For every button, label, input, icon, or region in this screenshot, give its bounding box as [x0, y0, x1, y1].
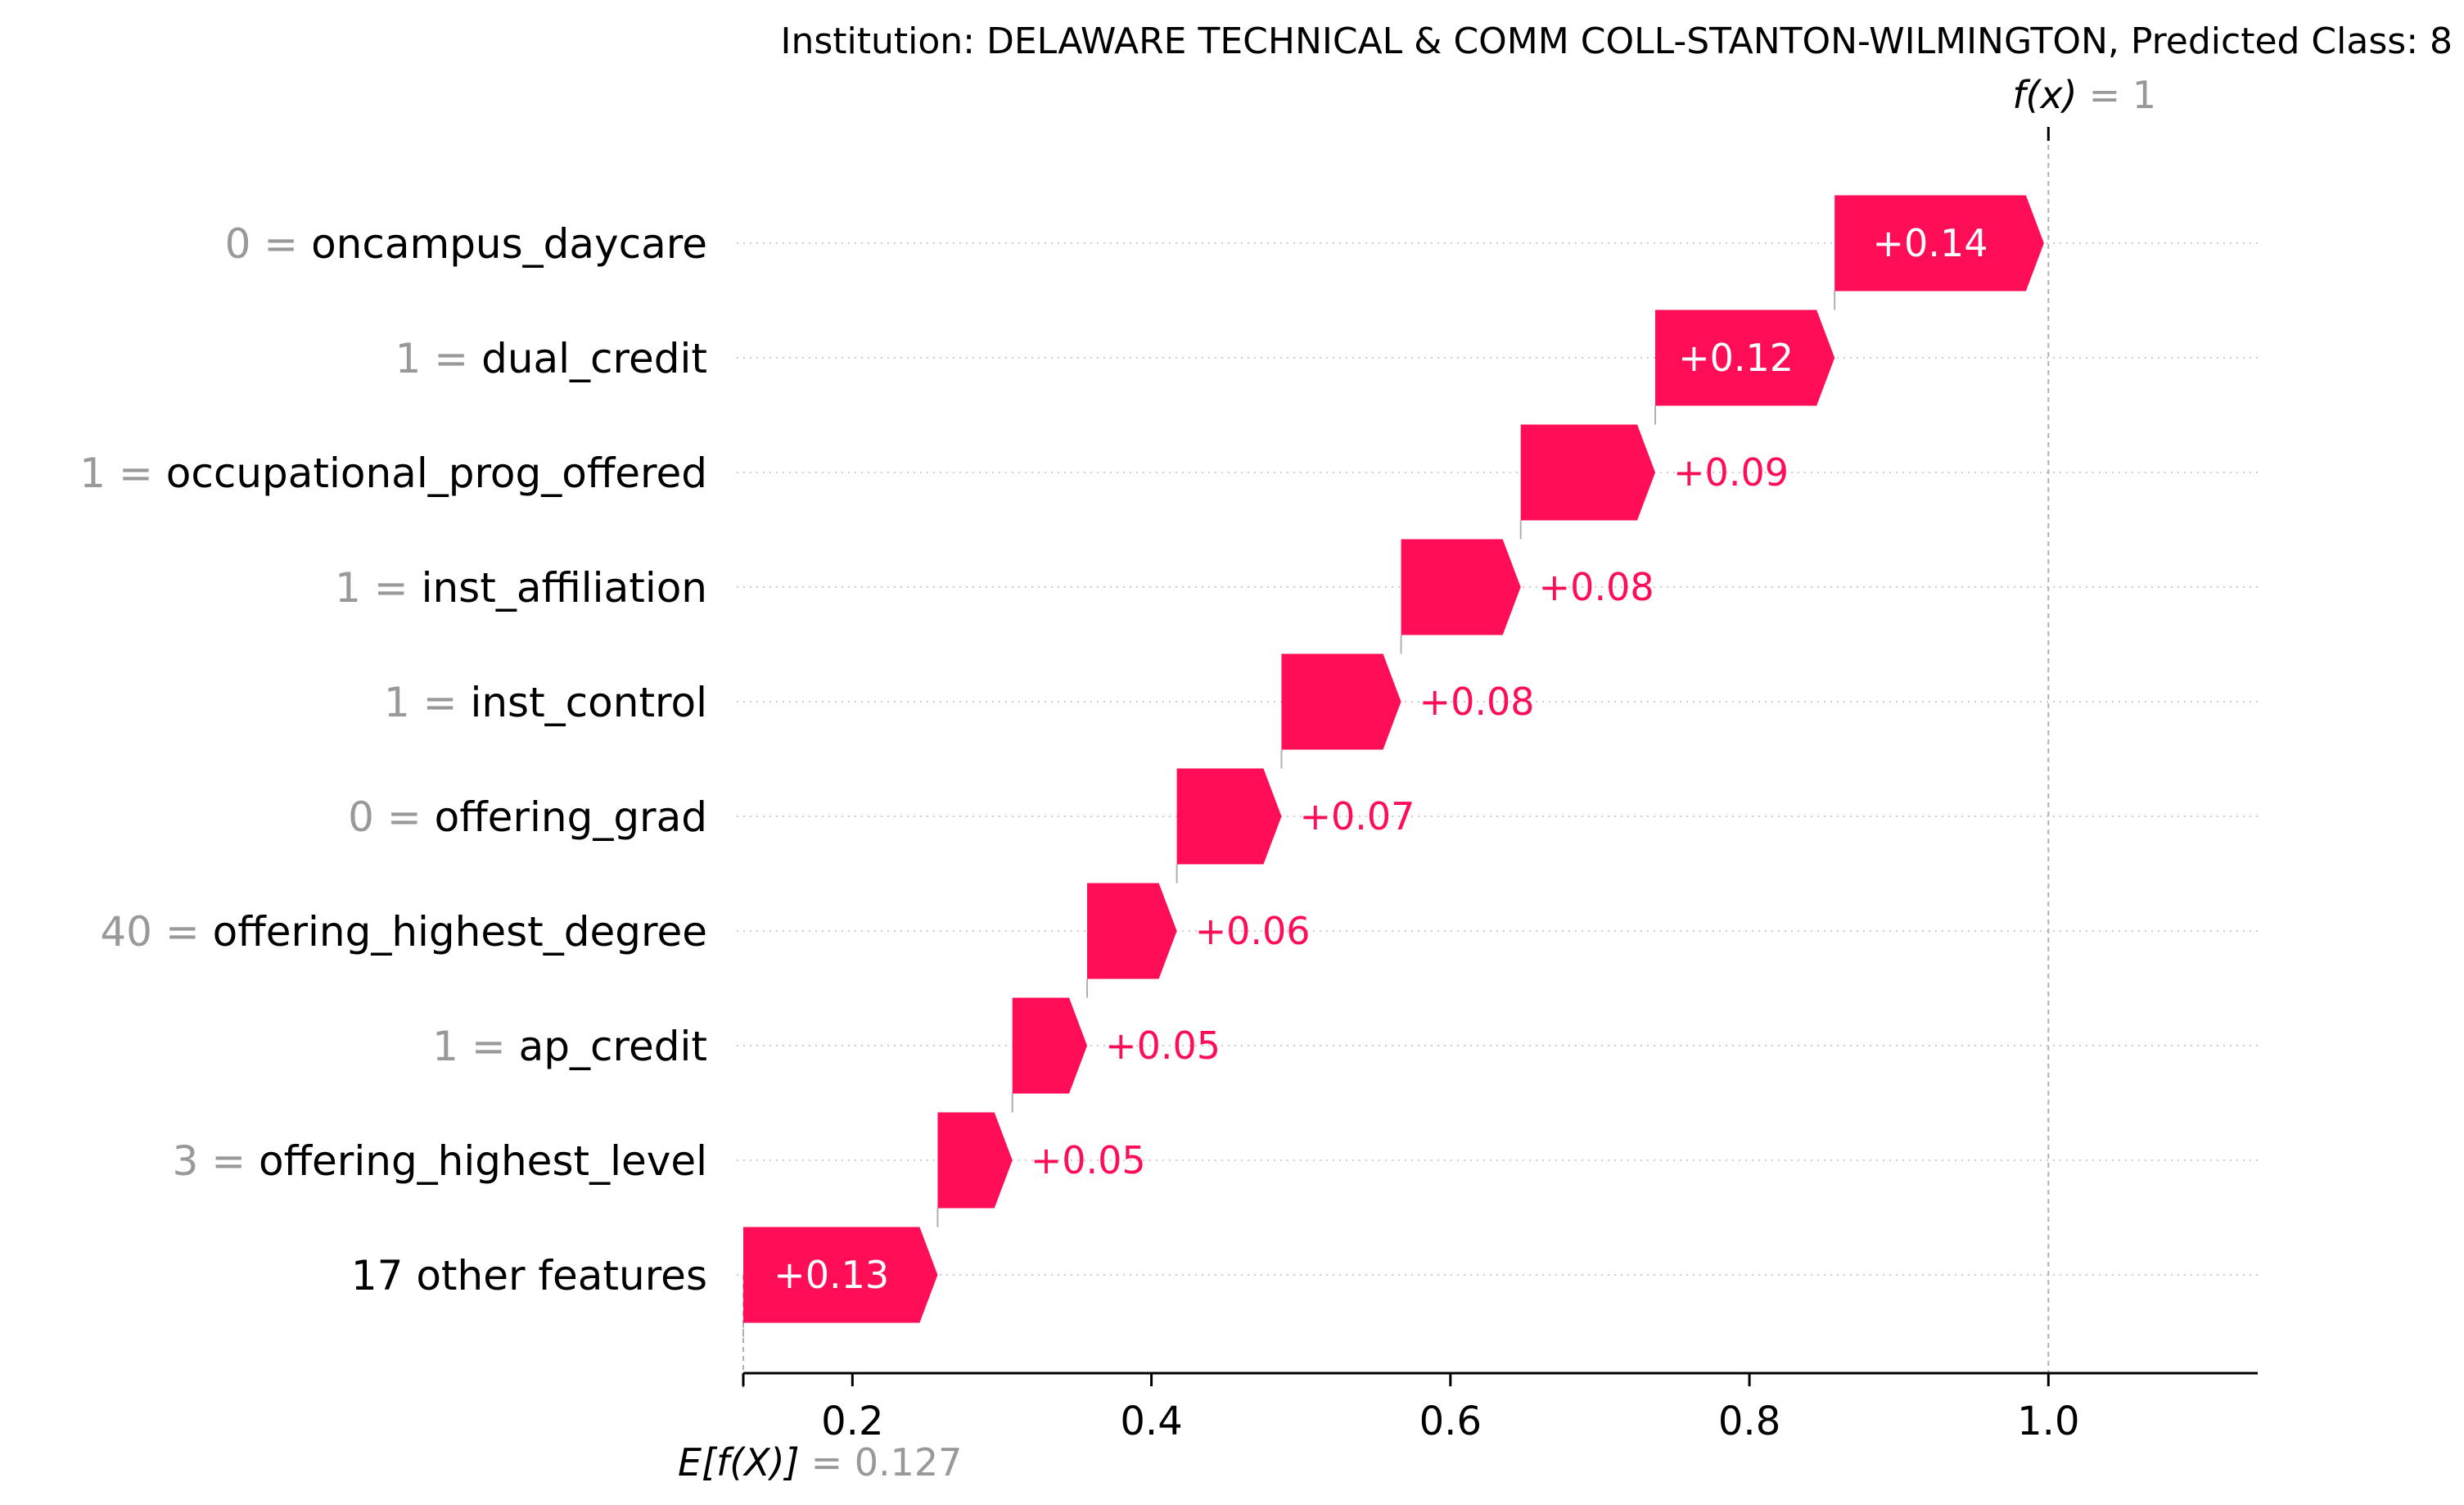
bar-value-label: +0.08 [1419, 680, 1535, 724]
feature-name: ap_credit [519, 1023, 707, 1070]
contribution-bar [1176, 768, 1282, 865]
feature-name: offering_grad [435, 793, 707, 841]
x-tick-label: 0.2 [821, 1399, 883, 1444]
bar-value-label: +0.05 [1031, 1138, 1146, 1182]
contribution-bar [1281, 653, 1401, 750]
x-tick-label: 1.0 [2017, 1399, 2079, 1444]
bar-value-label: +0.07 [1299, 794, 1415, 838]
output-value-label: f(x) [2012, 73, 2077, 117]
contribution-bar [743, 1227, 938, 1323]
feature-value: 0 [348, 793, 374, 841]
bar-value-label: +0.08 [1539, 565, 1654, 609]
feature-label: 1 = inst_control [384, 679, 707, 726]
feature-value: 1 [79, 450, 106, 497]
feature-label: 0 = oncampus_daycare [225, 220, 707, 268]
feature-value: 1 [432, 1023, 458, 1070]
contribution-bar [1655, 310, 1835, 406]
output-value-annotation: f(x) = 1 [2012, 73, 2156, 117]
base-value-annotation: E[f(X)] = 0.127 [678, 1440, 962, 1485]
x-tick-label: 0.6 [1419, 1399, 1482, 1444]
x-tick-label: 0.4 [1120, 1399, 1182, 1444]
base-value-text: = 0.127 [811, 1440, 963, 1485]
contribution-bar [1087, 883, 1177, 979]
contribution-bar [1520, 424, 1656, 521]
feature-label: 40 = offering_highest_degree [100, 908, 707, 956]
feature-name: oncampus_daycare [311, 220, 707, 268]
bar-value-label: +0.09 [1673, 450, 1789, 495]
contribution-bar [1401, 539, 1521, 635]
chart-title: Institution: DELAWARE TECHNICAL & COMM C… [781, 20, 2453, 62]
feature-value: 40 [100, 908, 152, 956]
bar-value-label: +0.13 [774, 1253, 889, 1297]
feature-name: offering_highest_level [259, 1137, 707, 1185]
base-value-label: E[f(X)] [678, 1440, 800, 1485]
feature-label: 0 = offering_grad [348, 793, 707, 841]
feature-label: 17 other features [351, 1252, 707, 1299]
contribution-bar [1012, 997, 1088, 1094]
contribution-bar [937, 1112, 1013, 1209]
x-tick-label: 0.8 [1718, 1399, 1780, 1444]
feature-name: inst_affiliation [422, 564, 707, 612]
feature-value: 1 [395, 335, 422, 382]
feature-label: 3 = offering_highest_level [173, 1137, 708, 1185]
output-value-text: = 1 [2089, 73, 2156, 117]
feature-value: 1 [335, 564, 361, 612]
contribution-bar [1834, 195, 2044, 292]
feature-name: occupational_prog_offered [166, 450, 707, 497]
feature-label: 1 = occupational_prog_offered [79, 450, 707, 497]
bar-value-label: +0.12 [1678, 336, 1794, 380]
feature-label: 1 = inst_affiliation [335, 564, 707, 612]
feature-value: 3 [173, 1137, 199, 1185]
feature-name: inst_control [470, 679, 707, 726]
bar-value-label: +0.06 [1195, 909, 1311, 953]
bar-value-label: +0.05 [1105, 1024, 1221, 1068]
feature-label: 1 = dual_credit [395, 335, 707, 382]
feature-label: 1 = ap_credit [432, 1023, 707, 1070]
feature-name: dual_credit [481, 335, 707, 382]
feature-value: 0 [225, 220, 251, 268]
bar-value-label: +0.14 [1873, 221, 1988, 265]
feature-name: 17 other features [351, 1252, 707, 1299]
feature-name: offering_highest_degree [213, 908, 707, 956]
feature-value: 1 [384, 679, 410, 726]
